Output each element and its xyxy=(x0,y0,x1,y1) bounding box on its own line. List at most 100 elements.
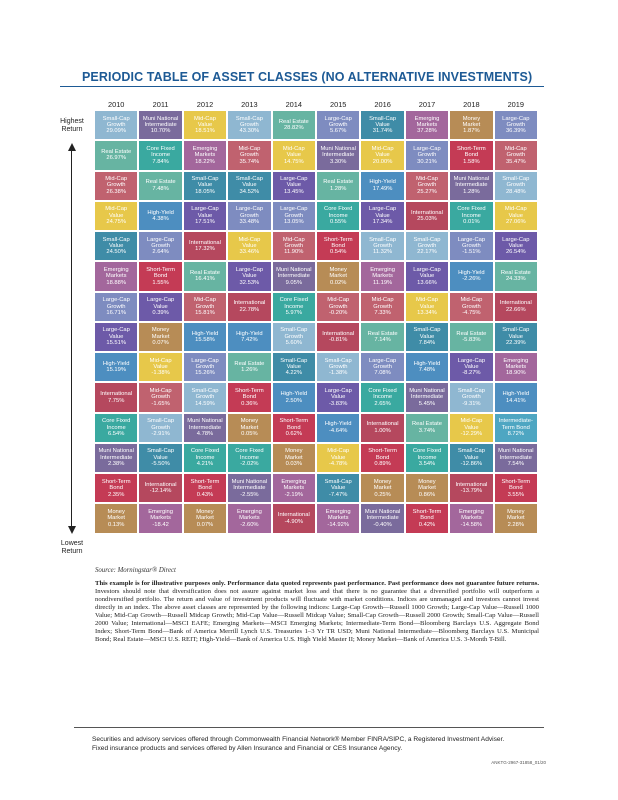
asset-cell: Real Estate 7.48% xyxy=(139,171,182,200)
asset-cell: Small-Cap Value 4.22% xyxy=(272,353,315,382)
footer-line-insurance: Fixed insurance products and services of… xyxy=(92,745,403,752)
asset-class-name: Large-Cap Value xyxy=(191,206,219,219)
asset-class-name: Money Market xyxy=(196,508,214,522)
asset-class-name: Mid-Cap Value xyxy=(460,418,483,431)
asset-return-value: 18.05% xyxy=(195,188,215,195)
asset-return-value: 2.50% xyxy=(285,397,303,404)
page-title: PERIODIC TABLE OF ASSET CLASSES (NO ALTE… xyxy=(82,70,533,84)
asset-class-name: Small-Cap Value xyxy=(147,448,175,461)
asset-cell: Money Market 0.86% xyxy=(405,474,449,503)
asset-class-name: Money Market xyxy=(329,266,348,280)
asset-class-name: Short-Term Bond xyxy=(235,387,264,401)
asset-class-name: International xyxy=(144,481,177,488)
document-code: ANKTG-2967-31858_01/20 xyxy=(491,760,546,765)
asset-return-value: 3.74% xyxy=(418,427,436,434)
asset-return-value: 17.51% xyxy=(195,219,215,226)
asset-cell: Mid-Cap Value 18.51% xyxy=(183,111,227,140)
asset-return-value: 26.54% xyxy=(505,249,526,256)
asset-class-name: High-Yield xyxy=(458,270,485,277)
asset-cell: Emerging Markets -18.42 xyxy=(139,504,182,533)
year-2012: 2012 xyxy=(196,100,214,109)
asset-class-name: Muni National Intermediate xyxy=(98,448,134,461)
asset-cell: Large-Cap Growth 15.26% xyxy=(183,353,227,382)
asset-return-value: -0.20% xyxy=(329,309,348,316)
asset-cell: Mid-Cap Growth -0.20% xyxy=(317,292,360,321)
asset-class-name: International xyxy=(233,300,266,307)
asset-cell: Real Estate 24.33% xyxy=(494,262,537,291)
asset-return-value: 1.28% xyxy=(329,185,347,192)
asset-class-name: Large-Cap Growth xyxy=(146,236,175,249)
asset-return-value: 4.22% xyxy=(285,370,303,377)
asset-cell: Muni National Intermediate 5.45% xyxy=(405,383,449,412)
asset-return-value: 0.05% xyxy=(241,430,258,437)
asset-cell: Core Fixed Income 4.21% xyxy=(183,443,227,473)
asset-class-name: Emerging Markets xyxy=(414,115,440,128)
asset-class-name: Core Fixed Income xyxy=(368,387,397,401)
asset-class-name: Core Fixed Income xyxy=(279,297,308,310)
asset-class-name: Mid-Cap Growth xyxy=(460,297,483,310)
asset-return-value: 11.32% xyxy=(372,249,393,256)
asset-cell: International -13.79% xyxy=(450,474,493,503)
asset-return-value: 43.30% xyxy=(239,128,260,135)
asset-cell: Mid-Cap Growth 35.47% xyxy=(494,141,537,170)
asset-class-name: Large-Cap Growth xyxy=(324,115,352,128)
asset-return-value: 15.81% xyxy=(195,309,215,316)
periodic-table-grid: Small-Cap Growth 29.09% Muni National Inte… xyxy=(95,111,537,563)
asset-return-value: -7.47% xyxy=(329,491,348,498)
asset-class-name: Mid-Cap Growth xyxy=(194,297,216,310)
asset-cell: International -12.14% xyxy=(139,474,182,503)
asset-cell: High-Yield 7.48% xyxy=(405,353,449,382)
asset-return-value: 2.28% xyxy=(507,521,525,528)
asset-return-value: 28.48% xyxy=(505,188,526,195)
asset-cell: Large-Cap Value 13.45% xyxy=(272,171,315,200)
asset-return-value: 1.87% xyxy=(463,128,480,135)
asset-class-name: Short-Term Bond xyxy=(146,266,175,280)
asset-cell: Large-Cap Value 13.66% xyxy=(405,262,449,291)
asset-class-name: Intermediate- Term Bond xyxy=(498,418,533,431)
year-2016: 2016 xyxy=(374,100,391,109)
asset-cell: Small-Cap Value 7.84% xyxy=(405,322,449,352)
asset-cell: Mid-Cap Growth -1.65% xyxy=(139,383,182,412)
asset-cell: Mid-Cap Value 13.34% xyxy=(405,292,449,321)
asset-class-name: Small-Cap Growth xyxy=(102,115,130,128)
arrow-up-icon xyxy=(68,143,76,151)
asset-class-name: Small-Cap Value xyxy=(280,357,308,371)
asset-return-value: 30.21% xyxy=(417,158,437,165)
asset-class-name: Money Market xyxy=(284,448,303,461)
asset-class-name: Small-Cap Value xyxy=(235,176,263,189)
asset-return-value: 1.00% xyxy=(374,427,391,434)
asset-cell: High-Yield 7.42% xyxy=(228,322,271,352)
asset-class-name: Large-Cap Growth xyxy=(235,206,264,219)
asset-class-name: Large-Cap Growth xyxy=(280,206,308,219)
asset-class-name: Core Fixed Income xyxy=(190,448,220,461)
asset-cell: Mid-Cap Growth -4.75% xyxy=(450,292,493,321)
asset-class-name: Real Estate xyxy=(278,118,309,125)
asset-cell: Short-Term Bond 0.42% xyxy=(405,504,449,533)
asset-cell: Muni National Intermediate 2.38% xyxy=(95,443,138,473)
asset-cell: Real Estate 1.26% xyxy=(228,353,271,382)
asset-return-value: -12.29% xyxy=(460,430,483,437)
asset-class-name: Small-Cap Value xyxy=(369,115,397,128)
asset-return-value: 0.43% xyxy=(196,491,214,498)
asset-cell: Mid-Cap Value 33.46% xyxy=(228,232,271,261)
asset-cell: Large-Cap Value 32.53% xyxy=(228,262,271,291)
asset-return-value: 0.86% xyxy=(418,491,436,498)
asset-return-value: 24.75% xyxy=(106,219,127,226)
asset-cell: Small-Cap Growth 14.59% xyxy=(183,383,227,412)
asset-class-name: Emerging Markets xyxy=(281,478,307,492)
asset-return-value: 29.09% xyxy=(106,128,127,135)
asset-class-name: Small-Cap Growth xyxy=(147,418,175,431)
asset-cell: Large-Cap Growth 5.67% xyxy=(317,111,360,140)
asset-cell: Core Fixed Income 5.97% xyxy=(272,292,315,321)
asset-cell: Large-Cap Value 17.34% xyxy=(361,201,404,231)
asset-cell: Core Fixed Income 0.01% xyxy=(450,201,493,231)
asset-cell: Muni National Intermediate 1.28% xyxy=(450,171,493,200)
asset-class-name: Small-Cap Growth xyxy=(235,115,263,128)
asset-cell: International -4.90% xyxy=(272,504,315,533)
asset-cell: High-Yield 2.50% xyxy=(272,383,315,412)
asset-cell: Large-Cap Value -8.27% xyxy=(450,353,493,382)
asset-cell: Mid-Cap Growth 7.33% xyxy=(361,292,404,321)
asset-cell: Muni National Intermediate -0.40% xyxy=(361,504,404,533)
asset-cell: Small-Cap Growth -1.38% xyxy=(317,353,360,382)
asset-class-name: Real Estate xyxy=(456,330,487,337)
